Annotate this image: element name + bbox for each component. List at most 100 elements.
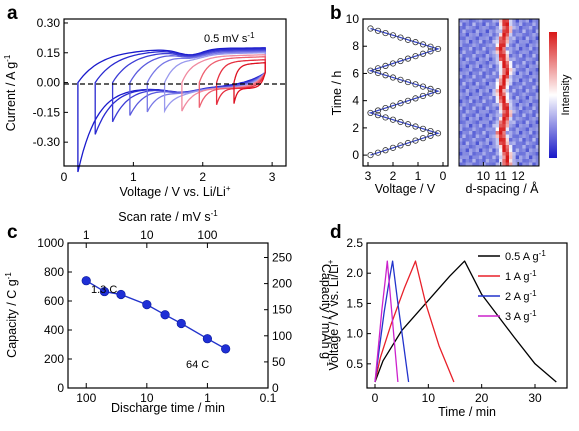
panel-b-voltage-marker	[374, 65, 382, 72]
heatmap-cell	[525, 71, 530, 76]
heatmap-cell	[515, 127, 520, 132]
heatmap-cell	[529, 47, 533, 51]
heatmap-cell	[489, 26, 493, 30]
panel-b-voltage-marker	[434, 130, 442, 137]
heatmap-cell	[465, 43, 470, 48]
heatmap-cell	[469, 92, 473, 97]
heatmap-cell	[462, 145, 467, 149]
heatmap-cell	[529, 145, 533, 149]
panel-b-voltage-marker	[434, 88, 442, 95]
heatmap-cell	[522, 145, 527, 149]
heatmap-cell	[485, 33, 490, 37]
heatmap-cell	[482, 61, 487, 65]
heatmap-cell	[492, 33, 497, 37]
heatmap-cell	[482, 127, 487, 132]
heatmap-cell	[459, 141, 463, 146]
heatmap-cell	[512, 159, 517, 163]
heatmap-cell	[515, 82, 520, 86]
heatmap-cell	[519, 33, 523, 37]
heatmap-cell	[532, 141, 537, 146]
heatmap-cell	[532, 82, 537, 86]
panel-b-xtick-label: 0	[440, 169, 447, 183]
heatmap-cell	[472, 120, 477, 125]
heatmap-cell	[499, 50, 503, 55]
heatmap-cell	[489, 120, 493, 125]
heatmap-cell	[519, 141, 523, 146]
heatmap-cell	[535, 50, 540, 55]
heatmap-cell	[462, 120, 467, 125]
heatmap-cell	[535, 103, 540, 107]
heatmap-cell	[489, 19, 493, 23]
heatmap-cell	[485, 92, 490, 97]
heatmap-cell	[475, 54, 480, 58]
heatmap-cell	[465, 120, 470, 125]
panel-b-voltage-marker	[427, 132, 434, 139]
panel-c-ylabel: Capacity / C g-1	[4, 272, 19, 358]
panel-b-voltage-marker	[367, 25, 374, 32]
heatmap-cell	[465, 103, 470, 107]
heatmap-cell	[495, 68, 500, 72]
heatmap-cell	[502, 50, 507, 55]
heatmap-cell	[495, 50, 500, 55]
panel-c-ytick-right-label: 250	[272, 251, 292, 265]
heatmap-cell	[519, 110, 523, 114]
heatmap-cell	[522, 82, 527, 86]
heatmap-cell	[525, 110, 530, 114]
panel-b-voltage-marker	[397, 118, 404, 126]
heatmap-cell	[509, 141, 513, 146]
heatmap-cell	[479, 92, 483, 97]
heatmap-cell	[462, 96, 467, 100]
panel-b-voltage-marker	[389, 32, 397, 39]
panel-b-voltage-marker	[382, 104, 389, 112]
heatmap-cell	[535, 148, 540, 153]
heatmap-cell	[492, 19, 497, 23]
heatmap-cell	[502, 26, 507, 30]
heatmap-cell	[529, 159, 533, 163]
heatmap-cell	[482, 85, 487, 90]
heatmap-cell	[492, 155, 497, 160]
heatmap-cell	[492, 22, 497, 27]
heatmap-cell	[535, 106, 540, 111]
heatmap-cell	[485, 127, 490, 132]
panel-b-voltage-marker	[389, 102, 397, 109]
heatmap-cell	[499, 57, 503, 62]
heatmap-cell	[509, 127, 513, 132]
heatmap-cell	[472, 50, 477, 55]
heatmap-cell	[502, 71, 507, 76]
panel-c-top-tick-label: 100	[197, 228, 217, 242]
heatmap-cell	[495, 75, 500, 79]
heatmap-cell	[465, 155, 470, 160]
heatmap-cell	[529, 162, 533, 167]
heatmap-cell	[469, 152, 473, 156]
heatmap-cell	[515, 75, 520, 79]
heatmap-cell	[529, 43, 533, 48]
heatmap-cell	[462, 148, 467, 153]
panel-b-voltage-marker	[367, 67, 374, 74]
heatmap-cell	[465, 19, 470, 23]
heatmap-cell	[532, 99, 537, 104]
panel-b-heatmap-xtick-label: 11	[495, 169, 508, 183]
heatmap-cell	[469, 103, 473, 107]
panel-d-frame	[366, 242, 568, 389]
heatmap-cell	[492, 26, 497, 30]
heatmap-cell	[505, 103, 510, 107]
heatmap-cell	[522, 96, 527, 100]
panel-b-ytick-label: 4	[352, 94, 359, 108]
heatmap-cell	[505, 61, 510, 65]
heatmap-cell	[535, 82, 540, 86]
heatmap-cell	[492, 89, 497, 93]
heatmap-cell	[525, 155, 530, 160]
heatmap-cell	[515, 120, 520, 125]
heatmap-cell	[475, 124, 480, 128]
heatmap-cell	[532, 47, 537, 51]
panel-c-ytick-right-label: 200	[272, 277, 292, 291]
heatmap-cell	[535, 92, 540, 97]
heatmap-cell	[519, 43, 523, 48]
heatmap-cell	[482, 99, 487, 104]
panel-b-voltage-marker	[397, 100, 404, 107]
panel-b-voltage-marker	[419, 125, 427, 132]
heatmap-cell	[525, 131, 530, 135]
heatmap-cell	[535, 99, 540, 104]
heatmap-cell	[502, 85, 507, 90]
heatmap-cell	[489, 71, 493, 76]
